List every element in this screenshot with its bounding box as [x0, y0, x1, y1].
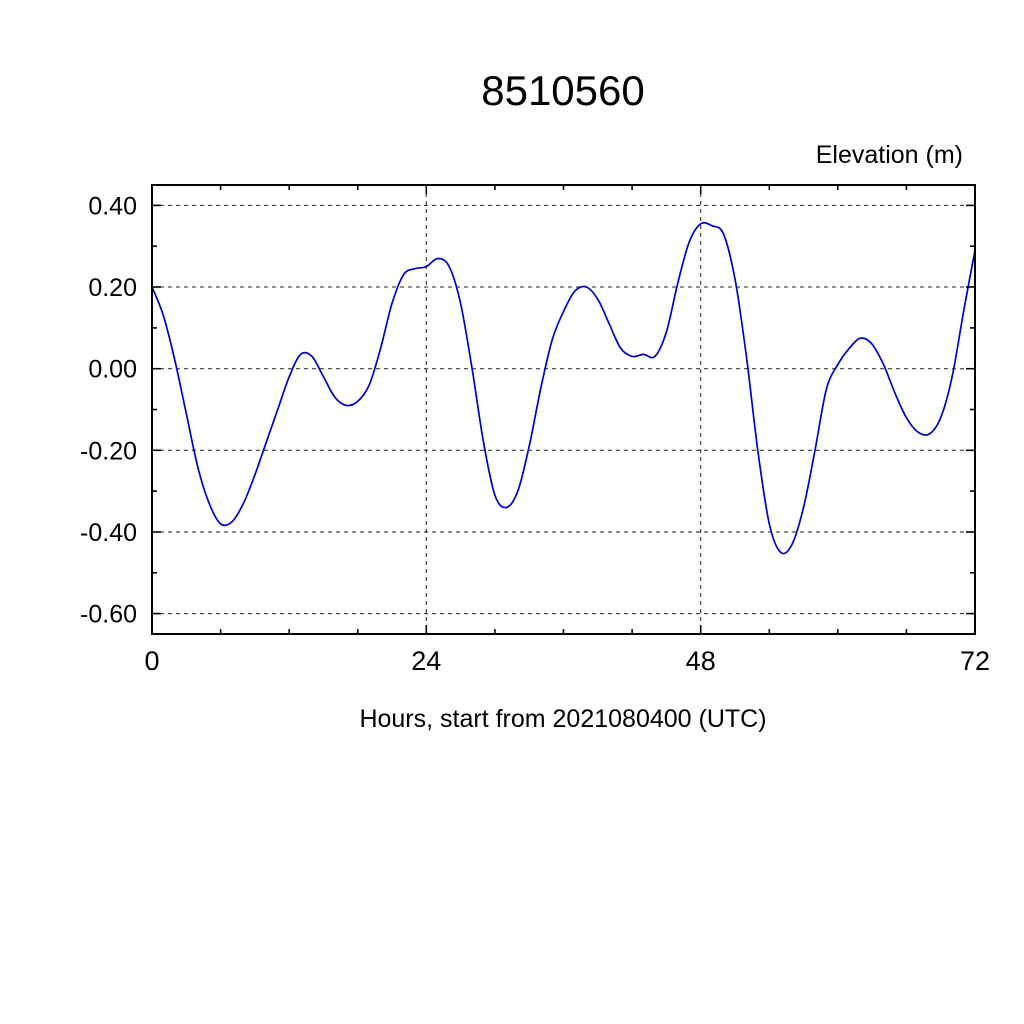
chart-title: 8510560 [481, 67, 645, 114]
y-tick-label: -0.40 [80, 519, 137, 547]
y-tick-label: 0.00 [88, 356, 137, 384]
frame-rect [151, 184, 976, 635]
plot-frame [151, 184, 976, 635]
y-tick-label: 0.20 [88, 274, 137, 302]
x-tick-label: 72 [960, 646, 990, 676]
x-axis-title: Hours, start from 2021080400 (UTC) [359, 705, 766, 733]
y-axis-unit-label: Elevation (m) [816, 141, 963, 169]
axis-tick-labels: 0 24 48 72 0.40 0.20 0.00 -0.20 -0.40 -0.60 [80, 192, 990, 676]
y-tick-label: 0.40 [88, 192, 137, 220]
x-tick-label: 48 [686, 646, 716, 676]
elevation-curve [151, 221, 976, 555]
gridlines [152, 185, 975, 634]
axis-ticks [151, 185, 976, 634]
x-tick-label: 0 [144, 646, 159, 676]
x-tick-label: 24 [411, 646, 441, 676]
y-tick-label: -0.20 [80, 437, 137, 465]
elevation-line [151, 221, 976, 555]
y-tick-label: -0.60 [80, 601, 137, 629]
